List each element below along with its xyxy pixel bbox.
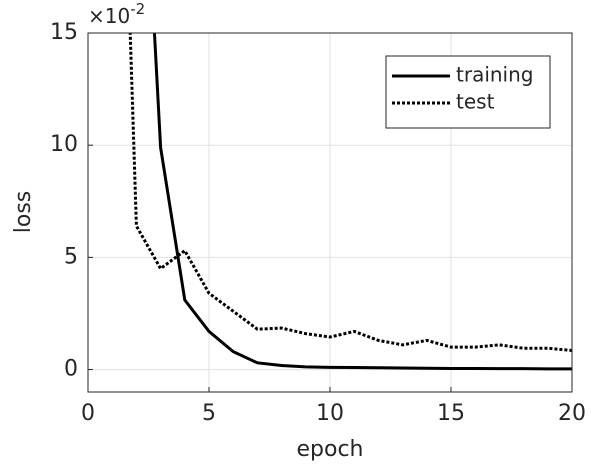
legend: training test bbox=[385, 55, 551, 129]
y-tick-label: 10 bbox=[50, 132, 78, 157]
x-axis-label: epoch bbox=[297, 437, 364, 462]
ticks: 0 5 10 15 20 0 5 10 15 bbox=[50, 20, 586, 426]
legend-label: test bbox=[456, 90, 495, 114]
multiplier-base: ×10 bbox=[88, 4, 130, 28]
legend-label: training bbox=[456, 63, 533, 87]
y-tick-label: 0 bbox=[64, 357, 78, 382]
multiplier-exponent: -2 bbox=[130, 0, 145, 18]
x-tick-label: 20 bbox=[558, 401, 586, 426]
x-tick-label: 0 bbox=[81, 401, 95, 426]
y-tick-label: 15 bbox=[50, 20, 78, 45]
y-axis-label: loss bbox=[11, 191, 36, 234]
legend-box bbox=[385, 55, 551, 129]
y-multiplier: ×10-2 bbox=[88, 0, 145, 28]
lines bbox=[128, 33, 572, 371]
series-line bbox=[152, 33, 572, 371]
x-tick-label: 10 bbox=[316, 401, 344, 426]
x-tick-label: 5 bbox=[202, 401, 216, 426]
y-tick-label: 5 bbox=[64, 244, 78, 269]
series-line bbox=[128, 33, 572, 352]
x-tick-label: 15 bbox=[437, 401, 465, 426]
